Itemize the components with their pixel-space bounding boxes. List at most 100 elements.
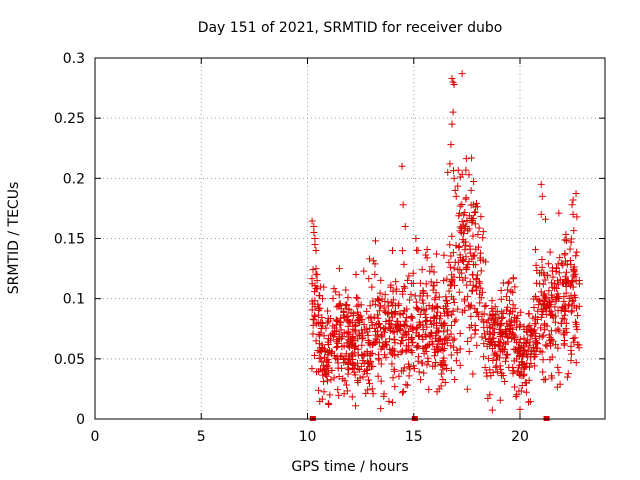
x-tick-label: 5 [197, 429, 206, 445]
y-axis-label: SRMTID / TECUs [6, 182, 22, 295]
data-point [469, 271, 477, 279]
data-point [532, 261, 540, 269]
data-point [418, 359, 426, 367]
data-point [388, 313, 396, 321]
y-tick-label: 0.3 [63, 51, 85, 67]
data-point [549, 273, 557, 281]
data-point [368, 319, 376, 327]
data-point [324, 307, 332, 315]
data-point [352, 270, 360, 278]
data-point [447, 366, 455, 374]
y-tick-label: 0.05 [54, 352, 85, 368]
data-point [469, 370, 477, 378]
data-point [385, 397, 393, 405]
data-point [419, 287, 427, 295]
data-point [534, 340, 542, 348]
data-point [575, 341, 583, 349]
data-point [312, 247, 320, 255]
data-point [504, 279, 512, 287]
data-point [571, 291, 579, 299]
data-point [461, 246, 469, 254]
data-point [502, 354, 510, 362]
data-point [362, 389, 370, 397]
data-point [469, 252, 477, 260]
data-point [470, 209, 478, 217]
data-point [519, 351, 527, 359]
data-point [414, 342, 422, 350]
data-point [373, 321, 381, 329]
data-point [444, 299, 452, 307]
data-point [382, 341, 390, 349]
data-point [317, 355, 325, 363]
data-point [431, 294, 439, 302]
data-point [319, 371, 327, 379]
data-point [309, 266, 317, 274]
data-point [353, 316, 361, 324]
data-point [445, 258, 453, 266]
data-point [368, 283, 376, 291]
data-point [350, 368, 358, 376]
data-point [462, 195, 470, 203]
x-tick-label: 20 [511, 429, 529, 445]
data-point [467, 186, 475, 194]
data-point [471, 220, 479, 228]
data-point [465, 212, 473, 220]
data-point [496, 396, 504, 404]
data-point [506, 317, 514, 325]
data-point [466, 278, 474, 286]
data-point [464, 337, 472, 345]
data-point [415, 368, 423, 376]
data-point [346, 319, 354, 327]
data-point [344, 364, 352, 372]
data-point [509, 274, 517, 282]
data-point [547, 310, 555, 318]
data-point [390, 367, 398, 375]
data-point [353, 302, 361, 310]
data-point [456, 345, 464, 353]
data-point [451, 375, 459, 383]
data-point [520, 334, 528, 342]
data-point [458, 170, 466, 178]
data-point [439, 346, 447, 354]
data-point [414, 247, 422, 255]
data-point [455, 288, 463, 296]
data-point [428, 263, 436, 271]
data-point [568, 307, 576, 315]
data-point [423, 254, 431, 262]
data-point [466, 245, 474, 253]
data-point [419, 299, 427, 307]
data-point [482, 258, 490, 266]
data-point [460, 295, 468, 303]
data-point [493, 352, 501, 360]
data-point [348, 393, 356, 401]
data-point [323, 361, 331, 369]
data-point [450, 298, 458, 306]
data-point [541, 276, 549, 284]
data-point [543, 342, 551, 350]
data-point [570, 273, 578, 281]
data-point [415, 318, 423, 326]
data-point [462, 241, 470, 249]
data-point [311, 241, 319, 249]
data-point [492, 363, 500, 371]
data-point [486, 366, 494, 374]
data-point [567, 350, 575, 358]
data-point [467, 334, 475, 342]
data-point [440, 277, 448, 285]
data-point [447, 252, 455, 260]
data-point [497, 338, 505, 346]
data-point [345, 305, 353, 313]
data-point [573, 213, 581, 221]
data-point [433, 279, 441, 287]
data-point [399, 290, 407, 298]
data-point [420, 349, 428, 357]
data-point [444, 308, 452, 316]
data-point [505, 310, 513, 318]
data-point [501, 346, 509, 354]
data-point [423, 245, 431, 253]
data-point [479, 234, 487, 242]
data-point [570, 338, 578, 346]
data-point [450, 80, 458, 88]
